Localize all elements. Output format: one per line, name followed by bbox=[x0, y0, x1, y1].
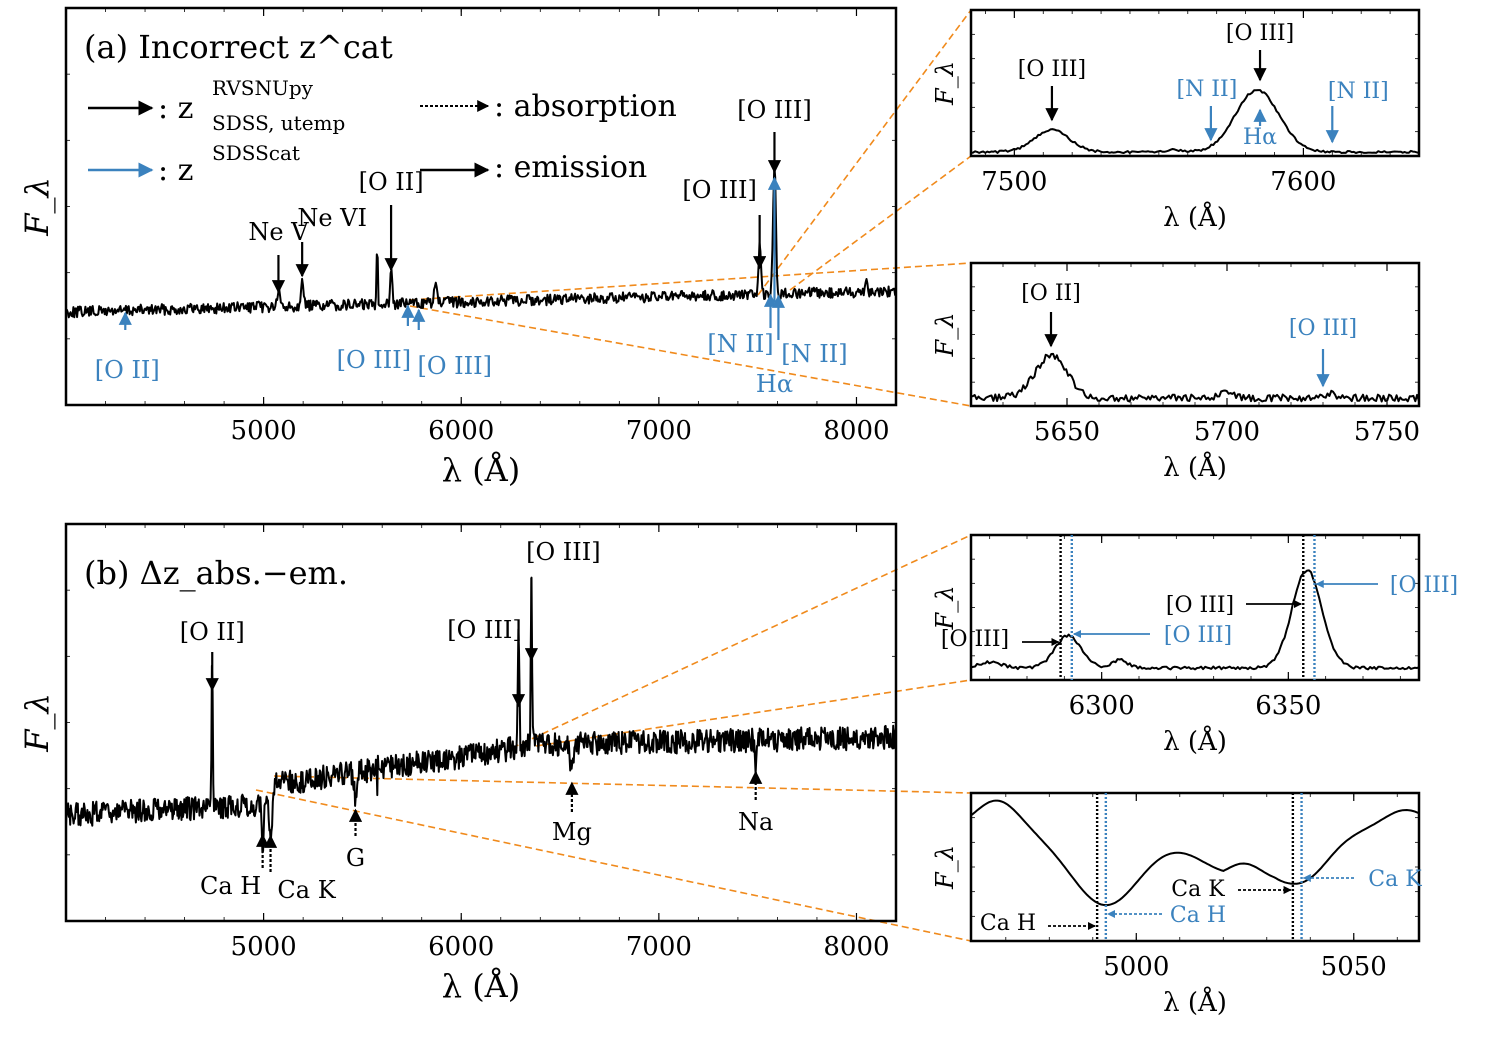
panel-a-zoom2-axes: 5650 5700 5750 λ (Å) F_λ bbox=[931, 261, 1421, 483]
x-tick-label: 6300 bbox=[1069, 691, 1135, 721]
catalog-line-label: [O III] bbox=[337, 346, 411, 374]
emission-label: [O III] bbox=[447, 616, 521, 644]
x-axis-label: λ (Å) bbox=[1163, 725, 1227, 757]
x-tick-label: 7000 bbox=[626, 932, 692, 962]
zoom-connector bbox=[273, 775, 972, 794]
zoom-connector bbox=[789, 155, 972, 291]
panel-a-zoom1-axes: 7500 7600 λ (Å) F_λ bbox=[931, 8, 1421, 233]
y-axis-label: F_λ bbox=[18, 693, 56, 752]
panel-b-zoom2-spectrum-line bbox=[970, 799, 1420, 907]
zoom-label-measured: [O III] bbox=[1226, 21, 1294, 46]
x-tick-label: 5650 bbox=[1034, 417, 1100, 447]
zoom-label-catalog: Ca H bbox=[1170, 903, 1226, 928]
x-tick-label: 6350 bbox=[1255, 691, 1321, 721]
panel-a-axes: 5000 6000 7000 8000 λ (Å) F_λ bbox=[18, 6, 898, 489]
zoom-label-measured: [O III] bbox=[1166, 593, 1234, 618]
zoom-connector bbox=[535, 679, 972, 747]
absorption-label: Ca K bbox=[277, 876, 336, 904]
zoom-label-catalog: [O III] bbox=[1289, 316, 1357, 341]
y-axis-label: F_λ bbox=[931, 586, 959, 631]
absorption-label: Ca H bbox=[200, 872, 261, 900]
zoom-connector bbox=[255, 789, 972, 942]
x-tick-label: 5700 bbox=[1194, 417, 1260, 447]
zoom-label-catalog: [N II] bbox=[1328, 79, 1389, 104]
emission-label: [O II] bbox=[180, 618, 245, 646]
zoom-label-measured: [O III] bbox=[941, 627, 1009, 652]
panel-a-zoom1-spectrum-line bbox=[970, 89, 1420, 154]
legend-measured-subscript: SDSS, utemp bbox=[212, 111, 345, 135]
zoom-label-measured: Ca H bbox=[980, 911, 1036, 936]
panel-b-zoom1-axes: 6300 6350 λ (Å) F_λ bbox=[931, 533, 1421, 757]
panel-a-zoom2-spectrum-line bbox=[970, 352, 1420, 403]
emission-label-measured: [O III] bbox=[682, 176, 756, 204]
emission-label-measured: Ne V bbox=[248, 218, 309, 246]
y-axis-label: F_λ bbox=[931, 845, 959, 890]
x-tick-label: 8000 bbox=[823, 932, 889, 962]
emission-label-measured: [O II] bbox=[359, 168, 424, 196]
x-axis-label: λ (Å) bbox=[442, 451, 521, 489]
x-axis-label: λ (Å) bbox=[1163, 201, 1227, 233]
panel-b-zoom1-spectrum-line bbox=[970, 569, 1420, 671]
y-axis-label: F_λ bbox=[18, 177, 56, 236]
panel-b-zoom2-axes: 5000 5050 λ (Å) F_λ bbox=[931, 791, 1421, 1018]
panel-a-title: (a) Incorrect z^cat bbox=[84, 28, 393, 66]
zoom-label-catalog: Ca K bbox=[1368, 867, 1422, 892]
y-axis-label: F_λ bbox=[931, 313, 959, 358]
catalog-line-label: [N II] bbox=[707, 330, 773, 358]
legend-measured-superscript: RVSNUpy bbox=[212, 76, 314, 100]
x-tick-label: 5750 bbox=[1354, 417, 1420, 447]
zoom-label-measured: [O II] bbox=[1021, 281, 1081, 306]
catalog-line-label: [O III] bbox=[418, 352, 492, 380]
x-tick-label: 7600 bbox=[1270, 167, 1336, 197]
zoom-connector bbox=[511, 534, 972, 749]
zoom-connector bbox=[409, 305, 972, 407]
panel-b-axes: 5000 6000 7000 8000 λ (Å) F_λ bbox=[18, 522, 898, 1005]
x-tick-label: 5050 bbox=[1321, 952, 1387, 982]
panel-b-spectrum-line bbox=[65, 576, 897, 854]
y-axis-label: F_λ bbox=[931, 61, 959, 106]
legend-catalog-superscript: SDSScat bbox=[212, 141, 300, 165]
x-axis-label: λ (Å) bbox=[442, 967, 521, 1005]
zoom-label-measured: Ca K bbox=[1171, 877, 1225, 902]
x-axis-label: λ (Å) bbox=[1163, 451, 1227, 483]
emission-label-measured: [O III] bbox=[737, 96, 811, 124]
absorption-label: Na bbox=[738, 808, 773, 836]
x-axis-label: λ (Å) bbox=[1163, 986, 1227, 1018]
legend-emission-label: : emission bbox=[494, 150, 647, 185]
zoom-label-catalog: [O III] bbox=[1390, 573, 1458, 598]
catalog-line-label: [N II] bbox=[781, 340, 847, 368]
emission-label: [O III] bbox=[526, 538, 600, 566]
legend-absorption-label: : absorption bbox=[494, 89, 677, 124]
x-tick-label: 6000 bbox=[428, 932, 494, 962]
catalog-line-label: [O II] bbox=[95, 356, 160, 384]
zoom-label-catalog: Hα bbox=[1243, 125, 1277, 150]
x-tick-label: 5000 bbox=[231, 416, 297, 446]
x-tick-label: 7500 bbox=[981, 167, 1047, 197]
x-tick-label: 8000 bbox=[823, 416, 889, 446]
zoom-label-catalog: [O III] bbox=[1164, 623, 1232, 648]
absorption-label: G bbox=[346, 844, 365, 872]
x-tick-label: 6000 bbox=[428, 416, 494, 446]
legend-catalog-label: : z bbox=[158, 153, 193, 188]
x-tick-label: 5000 bbox=[231, 932, 297, 962]
zoom-connector bbox=[409, 262, 972, 301]
panel-a-spectrum-line bbox=[65, 164, 897, 319]
absorption-label: Mg bbox=[552, 818, 592, 846]
x-tick-label: 7000 bbox=[626, 416, 692, 446]
emission-label-measured: Ne VI bbox=[297, 204, 367, 232]
panel-b-title: (b) Δz_abs.−em. bbox=[84, 554, 348, 592]
zoom-label-catalog: [N II] bbox=[1176, 77, 1237, 102]
zoom-label-measured: [O III] bbox=[1018, 57, 1086, 82]
catalog-line-label: Hα bbox=[756, 370, 793, 398]
x-tick-label: 5000 bbox=[1103, 952, 1169, 982]
legend-measured-label: : z bbox=[158, 91, 193, 126]
zoom-connector bbox=[757, 9, 972, 296]
